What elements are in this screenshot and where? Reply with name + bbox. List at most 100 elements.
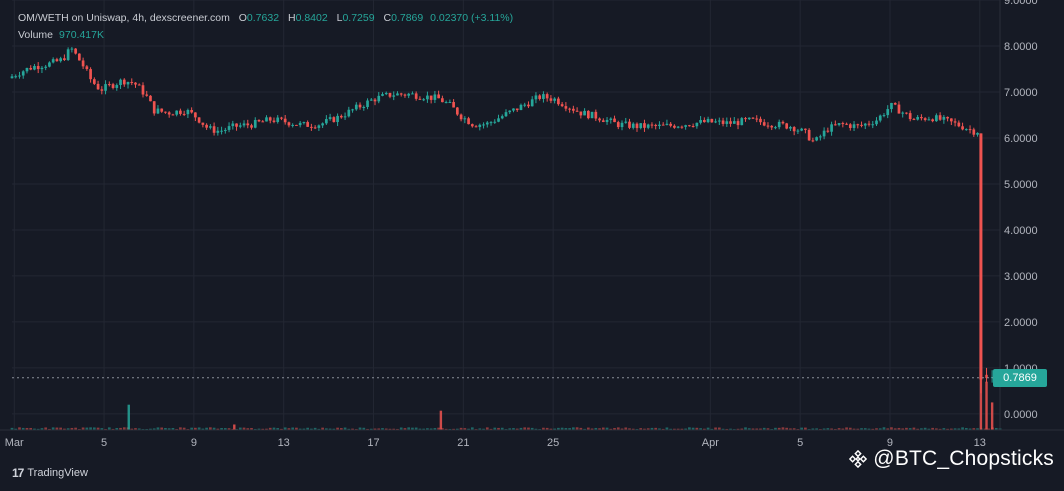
candle-body — [560, 104, 564, 107]
tradingview-brand[interactable]: 17 TradingView — [12, 466, 88, 480]
volume-line: Volume 970.417K — [18, 27, 513, 44]
candle-body — [33, 65, 36, 70]
volume-bar — [968, 428, 972, 430]
volume-bar — [145, 428, 149, 430]
volume-bar — [246, 428, 250, 430]
candle-body — [474, 126, 478, 128]
y-tick-label: 8.0000 — [1004, 41, 1038, 53]
volume-bar — [182, 427, 186, 430]
candle-body — [586, 110, 590, 119]
x-tick-label: 5 — [797, 437, 803, 449]
candle-body — [85, 66, 89, 70]
candle-body — [418, 98, 422, 100]
volume-bar — [680, 428, 684, 430]
candle-body — [605, 119, 609, 122]
x-tick-label: 9 — [887, 437, 893, 449]
candle-body — [564, 106, 568, 109]
candle-body — [48, 62, 51, 67]
candle-body — [283, 118, 287, 123]
candle-body — [736, 121, 740, 126]
volume-bar — [964, 427, 968, 430]
volume-bar — [512, 428, 515, 430]
candle-body — [568, 108, 571, 110]
volume-bar — [882, 427, 886, 430]
candle-body — [781, 121, 785, 124]
candle-body — [175, 110, 179, 115]
volume-bar — [276, 428, 280, 430]
volume-bar — [564, 428, 568, 430]
volume-bar — [130, 428, 134, 430]
candle-body — [216, 130, 220, 133]
x-tick-label: Apr — [702, 437, 719, 449]
volume-bar — [216, 428, 220, 430]
candle-body — [755, 118, 759, 120]
volume-bar — [366, 428, 369, 430]
volume-spike-bar — [990, 402, 994, 430]
chart-legend: OM/WETH on Uniswap, 4h, dexscreener.com … — [18, 10, 513, 44]
volume-bar — [717, 427, 721, 430]
candle-body — [545, 94, 549, 99]
volume-bar — [160, 427, 164, 430]
volume-bar — [721, 428, 725, 430]
candle-body — [856, 124, 860, 126]
volume-bar — [777, 427, 781, 430]
candle-body — [935, 115, 938, 122]
candle-body — [51, 59, 55, 63]
volume-bar — [384, 428, 388, 430]
volume-bar — [800, 427, 803, 430]
candle-body — [886, 109, 890, 116]
candle-body — [800, 128, 803, 131]
candle-body — [819, 136, 822, 138]
candle-body — [489, 122, 493, 124]
candle-body — [665, 123, 669, 125]
volume-bar — [658, 428, 661, 430]
volume-bar — [85, 427, 89, 430]
volume-bar — [699, 428, 702, 430]
candle-body — [280, 117, 283, 119]
volume-bar — [96, 427, 100, 430]
candle-body — [414, 93, 418, 99]
volume-spike-bar — [233, 424, 236, 430]
volume-bar — [377, 428, 381, 430]
candle-body — [598, 118, 601, 121]
volume-bar — [414, 427, 418, 430]
candle-body — [766, 125, 770, 127]
volume-bar — [358, 427, 362, 430]
candle-body — [265, 117, 268, 122]
candle-body — [706, 118, 710, 123]
candle-body — [317, 125, 321, 128]
candle-body — [276, 117, 280, 122]
candle-body — [500, 116, 504, 119]
volume-bar — [426, 428, 429, 430]
candle-body — [21, 71, 25, 76]
candle-body — [594, 111, 598, 119]
volume-bar — [190, 427, 193, 430]
y-tick-label: 6.0000 — [1004, 133, 1038, 145]
volume-bar — [437, 427, 440, 430]
volume-bar — [456, 428, 459, 430]
candle-body — [182, 113, 186, 115]
volume-bar — [527, 427, 530, 430]
volume-bar — [684, 428, 687, 430]
volume-bar — [295, 427, 298, 430]
candle-body — [542, 94, 545, 99]
candle-body — [456, 107, 459, 115]
candle-body — [25, 67, 29, 72]
y-tick-label: 5.0000 — [1004, 179, 1038, 191]
volume-bar — [407, 427, 411, 430]
candle-body — [893, 102, 897, 105]
candle-body — [534, 95, 538, 100]
candle-body — [388, 92, 392, 97]
volume-bar — [890, 427, 893, 430]
volume-spike-bar — [985, 381, 988, 430]
candle-body — [613, 118, 616, 123]
volume-bar — [272, 427, 276, 430]
volume-bar — [542, 427, 545, 430]
volume-bar — [871, 428, 875, 430]
volume-bar — [489, 428, 493, 430]
candle-body — [703, 119, 706, 123]
candle-body — [985, 374, 988, 379]
candle-body — [287, 122, 291, 126]
